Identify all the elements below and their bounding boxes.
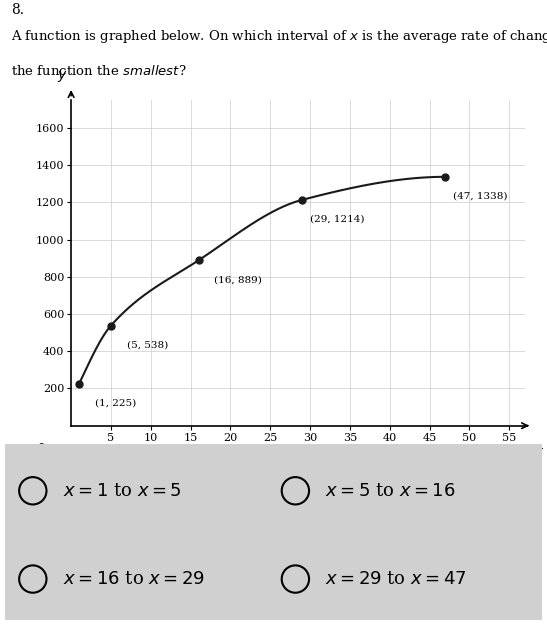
Text: A function is graphed below. On which interval of $x$ is the average rate of cha: A function is graphed below. On which in… (11, 28, 547, 44)
Text: $x = 1$ to $x = 5$: $x = 1$ to $x = 5$ (63, 482, 182, 500)
Text: (1, 225): (1, 225) (95, 399, 136, 408)
Text: o: o (38, 440, 45, 453)
Text: $x = 5$ to $x = 16$: $x = 5$ to $x = 16$ (325, 482, 456, 500)
Text: (47, 1338): (47, 1338) (453, 192, 508, 201)
Text: $x = 29$ to $x = 47$: $x = 29$ to $x = 47$ (325, 570, 467, 588)
Text: the function the $\mathit{smallest}$?: the function the $\mathit{smallest}$? (11, 64, 187, 78)
Text: (29, 1214): (29, 1214) (310, 215, 364, 223)
Text: (16, 889): (16, 889) (214, 275, 263, 284)
Text: $y$: $y$ (57, 69, 67, 84)
Text: $x$: $x$ (534, 445, 545, 459)
Text: 8.: 8. (11, 3, 24, 17)
Text: (5, 538): (5, 538) (127, 341, 168, 349)
Text: $x = 16$ to $x = 29$: $x = 16$ to $x = 29$ (63, 570, 205, 588)
FancyBboxPatch shape (5, 444, 542, 620)
